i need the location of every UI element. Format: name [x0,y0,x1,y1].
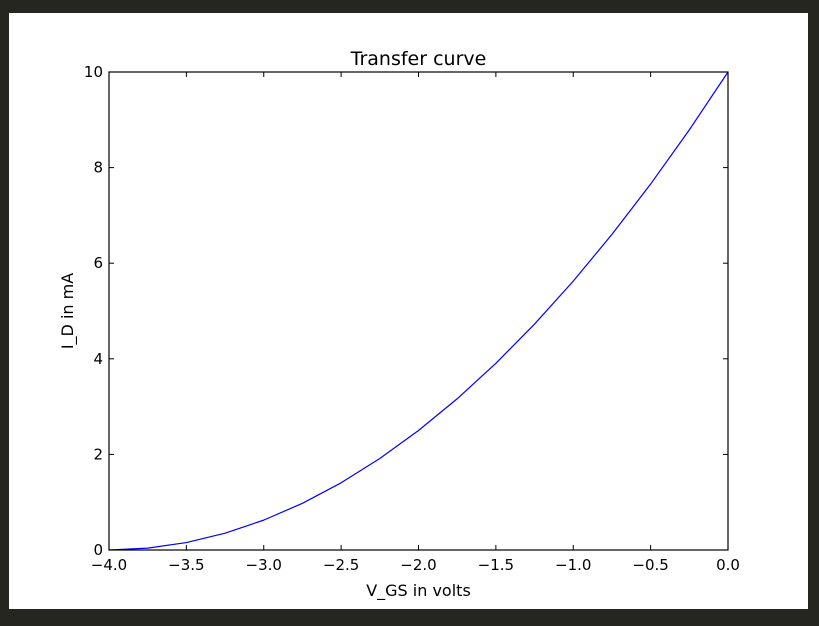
chart-figure: Transfer curve −4.0 −3.5 −3.0 −2.5 −2.0 −1.5−… [9,13,808,609]
x-tick-label: −1.0 [555,556,591,574]
tick-layer: −4.0 −3.5 −3.0 −2.5 −2.0 −1.5 −1.0 −0.5 0.0 0 2 4 6 8… [84,63,740,574]
y-tick-label: 2 [93,445,103,463]
series-line [108,71,729,551]
y-axis-label: I_D in mA [58,273,78,349]
y-tick-label: 10 [84,63,103,81]
chart-title: Transfer curve [350,48,487,70]
y-tick-label: 4 [93,350,103,368]
x-tick-label: −2.0 [400,556,436,574]
x-tick-label: −3.5 [168,556,204,574]
x-tick-label: −1.5 [478,556,514,574]
y-tick-label: 8 [93,159,103,177]
x-axis-label: V_GS in volts [366,581,471,601]
x-tick-label: −3.0 [246,556,282,574]
y-tick-label: 0 [93,541,103,559]
x-tick-label: −0.5 [632,556,668,574]
x-tick-label: −4.0 [91,556,127,574]
chart-svg: Transfer curve −4.0 −3.5 −3.0 −2.5 −2.0 −1.5−… [58,48,740,601]
y-tick-label: 6 [93,254,103,272]
x-tick-label: −2.5 [323,556,359,574]
series-layer [108,71,729,551]
plot-area-frame [108,71,729,551]
x-tick-label: 0.0 [716,556,740,574]
